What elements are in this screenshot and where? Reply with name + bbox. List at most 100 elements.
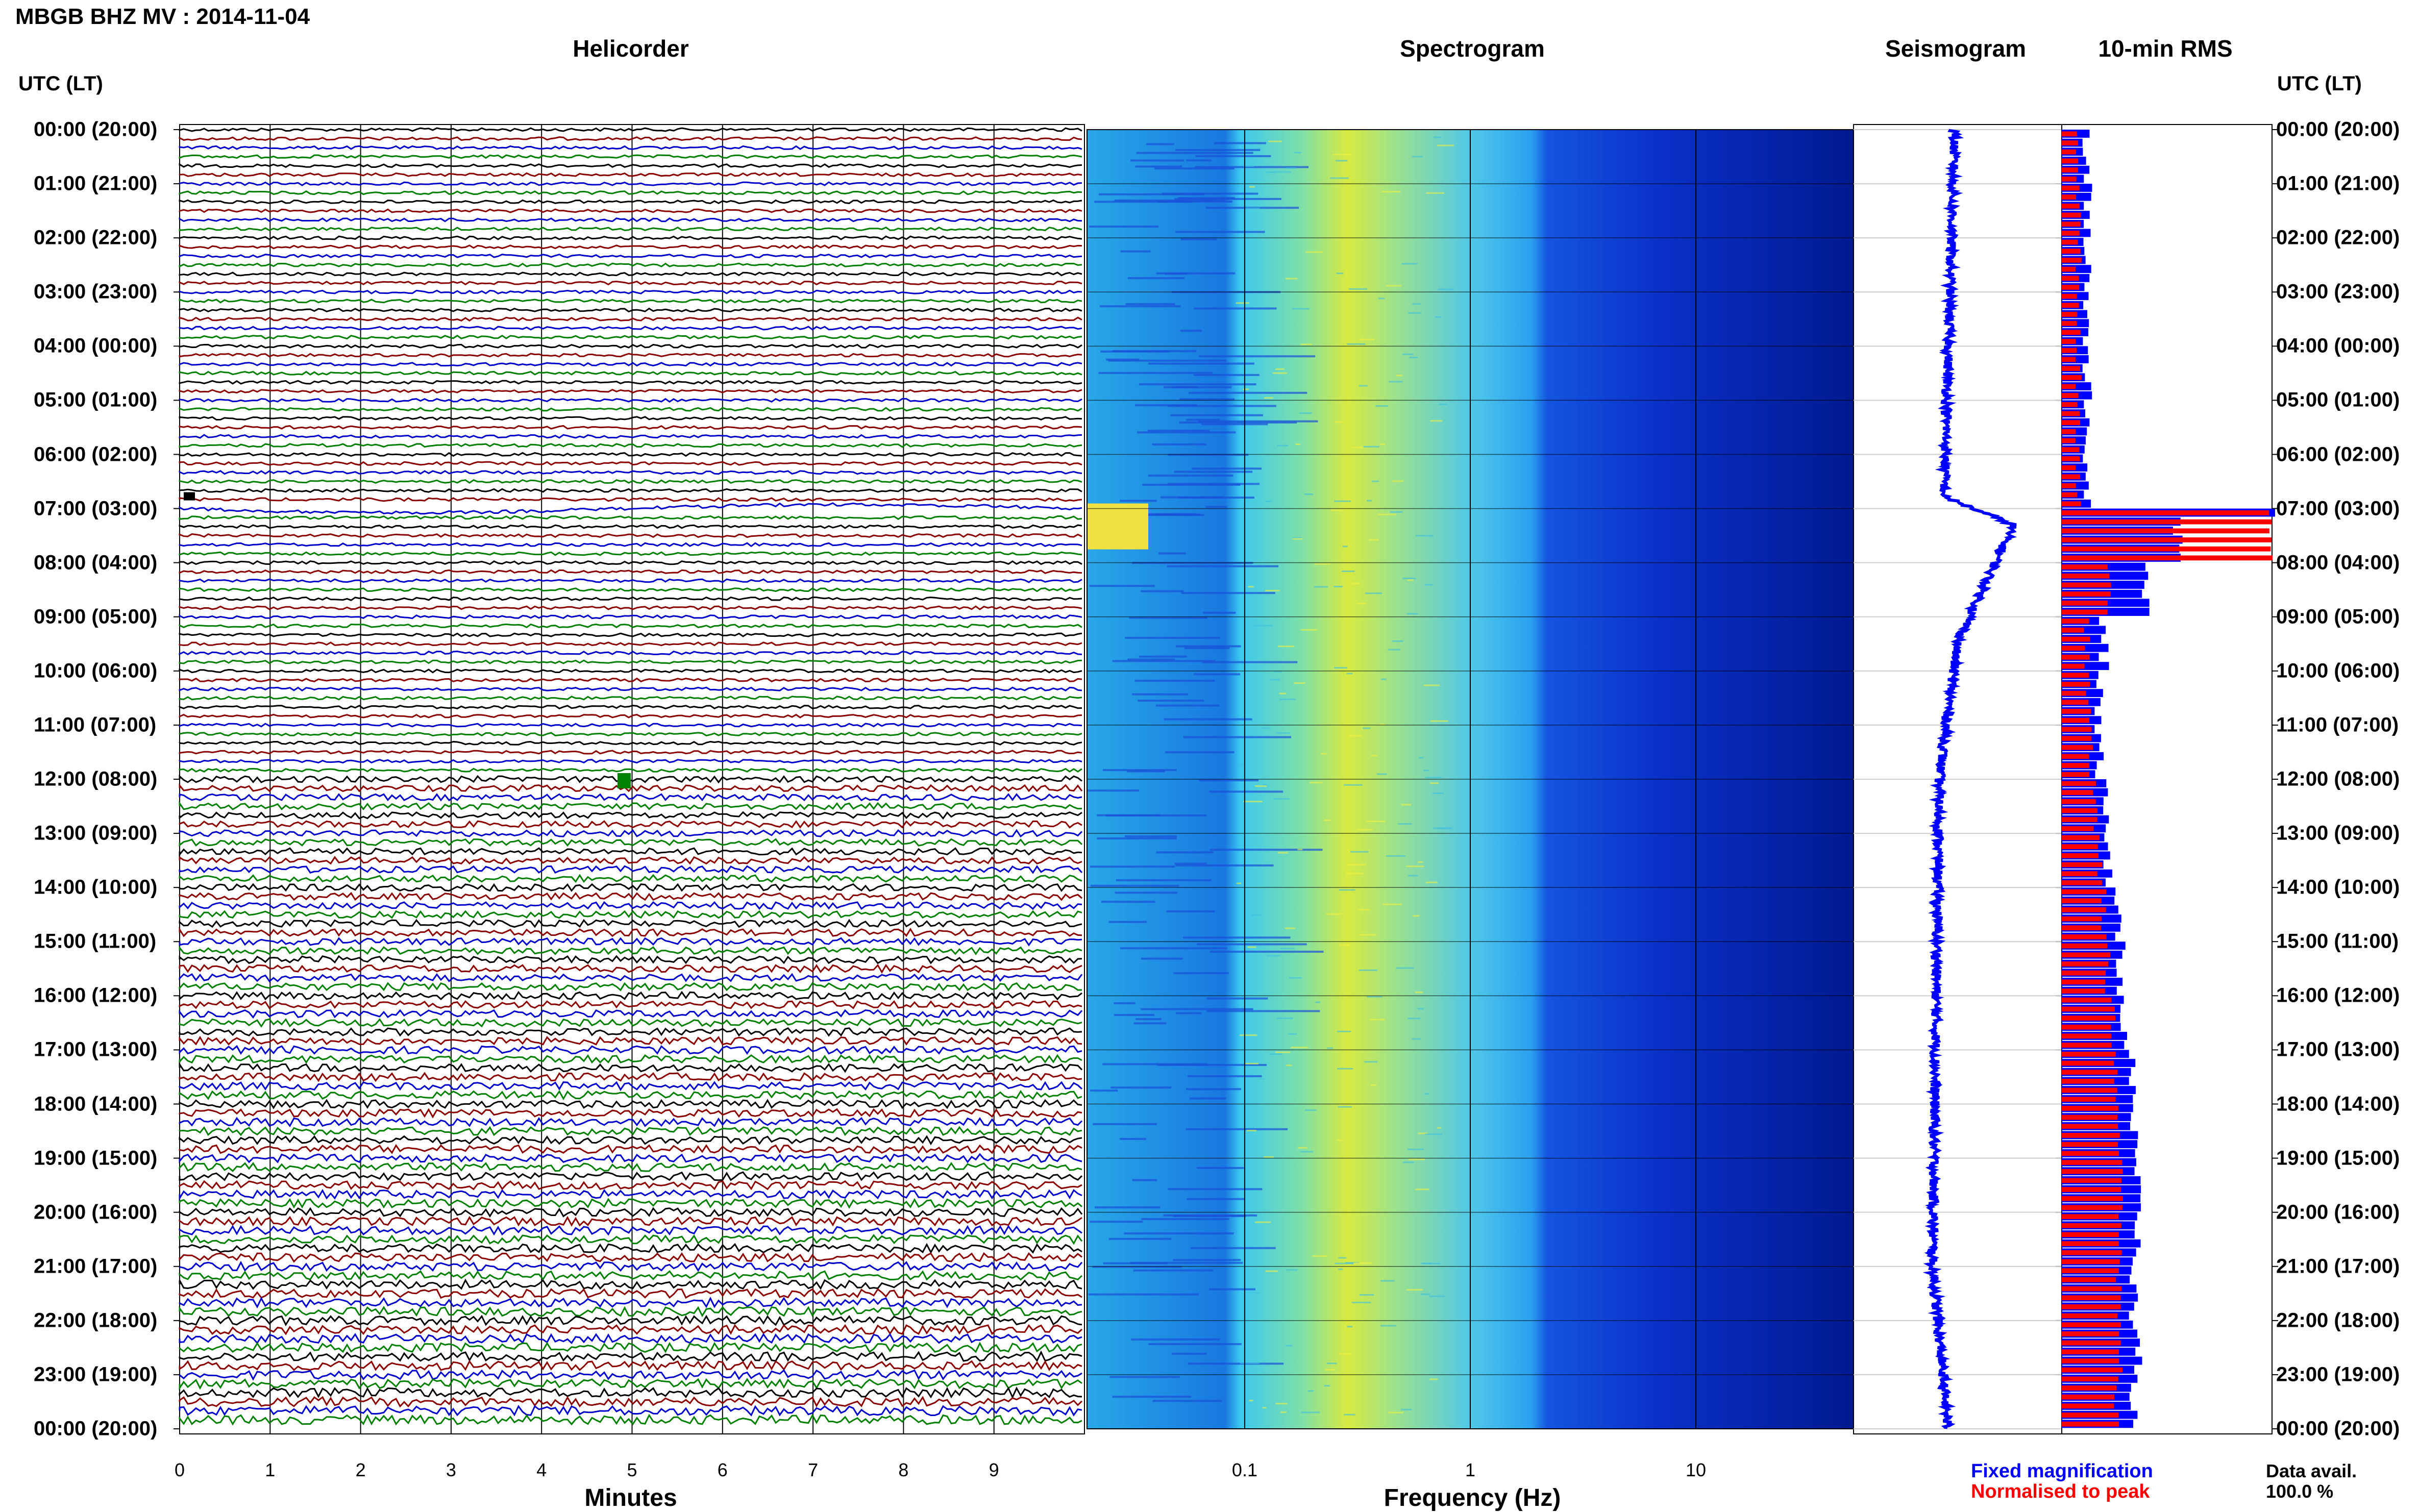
spectrogram-speckle (1343, 546, 1348, 548)
spectrogram-speckle (1421, 1293, 1430, 1295)
time-label-left: 19:00 (15:00) (34, 1147, 158, 1170)
spectrogram-speckle (1396, 967, 1414, 969)
spectrogram-speckle (1248, 586, 1254, 588)
spectrogram-speckle (1297, 849, 1303, 851)
rms-bar-normalised (2062, 438, 2076, 443)
spectrogram-band (1135, 1018, 1162, 1021)
helicorder-trace (179, 1369, 1082, 1381)
helicorder-trace (179, 181, 1082, 186)
helicorder-trace (179, 1089, 1082, 1101)
spectrogram-speckle (1371, 1084, 1376, 1086)
spectrogram-speckle (1379, 724, 1386, 726)
rms-bar-normalised (2062, 862, 2103, 867)
spectrogram-speckle (1255, 147, 1261, 150)
spectrogram-band (1175, 1012, 1202, 1014)
spectrogram-band (1138, 700, 1204, 702)
helicorder-trace (179, 271, 1082, 277)
spectrogram-band (1168, 405, 1276, 407)
helicorder-trace (179, 1405, 1082, 1417)
spectrogram-speckle (1292, 538, 1303, 540)
spectrogram-speckle (1330, 509, 1342, 511)
spectrogram-band (1120, 250, 1151, 253)
rms-bar-normalised (2062, 194, 2077, 200)
time-label-left: 05:00 (01:00) (34, 388, 158, 411)
spectrogram-band (1158, 552, 1186, 555)
spectrogram-band (1148, 475, 1233, 477)
spectrogram-speckle (1434, 136, 1441, 138)
helicorder-trace (179, 1135, 1082, 1146)
spectrogram-band (1195, 166, 1309, 168)
rms-bar-normalised (2062, 646, 2085, 651)
rms-bar-normalised (2062, 700, 2089, 705)
time-label-right: 00:00 (20:00) (2276, 118, 2400, 141)
spectrogram-speckle (1285, 927, 1295, 929)
spectrogram-band (1186, 418, 1220, 421)
helicorder-trace (179, 1414, 1082, 1426)
spectrogram-speckle (1292, 308, 1310, 310)
spectrogram-speckle (1267, 955, 1280, 957)
spectrogram-band (1101, 901, 1155, 903)
rms-bar-normalised (2062, 636, 2090, 642)
spectrogram-band (1137, 431, 1236, 434)
spectrogram-tick-label: 10 (1686, 1459, 1707, 1480)
spectrogram-speckle (1402, 353, 1414, 355)
spectrogram-speckle (1423, 770, 1429, 772)
helicorder-trace (179, 955, 1082, 964)
helicorder-trace (179, 696, 1082, 701)
spectrogram-band (1124, 1232, 1234, 1235)
helicorder-trace (179, 479, 1082, 484)
rms-bar-normalised (2062, 537, 2272, 542)
spectrogram-speckle (1437, 1127, 1442, 1129)
spectrogram-band (1141, 957, 1183, 960)
helicorder-trace (179, 443, 1082, 448)
spectrogram-speckle (1433, 792, 1444, 795)
spectrogram-speckle (1389, 381, 1403, 383)
time-label-left: 04:00 (00:00) (34, 334, 158, 357)
spectrogram-speckle (1381, 191, 1401, 193)
spectrogram-band (1127, 277, 1185, 280)
data-avail-label: Data avail. (2266, 1460, 2357, 1481)
spectrogram-band (1116, 879, 1212, 881)
spectrogram-speckle (1425, 777, 1442, 779)
spectrogram-band (1141, 1008, 1253, 1010)
rms-bar-normalised (2062, 745, 2093, 750)
spectrogram-speckle (1325, 1369, 1335, 1371)
rms-bar-normalised (2062, 348, 2077, 353)
rms-bar-normalised (2062, 1214, 2119, 1219)
spectrogram-speckle (1418, 1132, 1428, 1134)
spectrogram-speckle (1277, 444, 1289, 447)
helicorder-trace (179, 208, 1082, 213)
rms-bar-normalised (2062, 979, 2106, 985)
spectrogram-speckle (1365, 592, 1383, 594)
spectrogram-speckle (1249, 1400, 1253, 1402)
spectrogram-band (1098, 371, 1213, 374)
helicorder-trace (179, 856, 1082, 865)
spectrogram-band (1102, 769, 1177, 772)
spectrogram-band (1110, 1086, 1172, 1089)
rms-bar-normalised (2062, 1006, 2115, 1012)
spectrogram-speckle (1294, 682, 1305, 684)
spectrogram-band (1090, 884, 1179, 887)
helicorder-trace (179, 783, 1083, 792)
rms-bar-normalised (2062, 1376, 2118, 1382)
time-label-right: 22:00 (18:00) (2276, 1309, 2400, 1332)
rms-bar-normalised (2062, 1403, 2114, 1409)
spectrogram-speckle (1270, 679, 1280, 681)
spectrogram-speckle (1243, 801, 1263, 803)
spectrogram-band (1112, 1396, 1192, 1398)
spectrogram-speckle (1264, 1156, 1274, 1158)
spectrogram-band (1179, 398, 1235, 401)
helicorder-trace (179, 244, 1082, 250)
helicorder-trace (179, 1350, 1082, 1362)
time-label-left: 17:00 (13:00) (34, 1038, 158, 1061)
helicorder-trace (179, 1188, 1082, 1201)
helicorder-trace (179, 1054, 1082, 1064)
helicorder-trace (179, 199, 1082, 205)
helicorder-trace (179, 416, 1082, 421)
rms-bar-normalised (2062, 844, 2098, 850)
spectrogram-band (1131, 1338, 1220, 1341)
rms-bar-normalised (2062, 871, 2097, 877)
helicorder-trace (179, 1207, 1083, 1218)
time-label-left: 08:00 (04:00) (34, 551, 158, 574)
rms-bar-normalised (2062, 402, 2078, 407)
